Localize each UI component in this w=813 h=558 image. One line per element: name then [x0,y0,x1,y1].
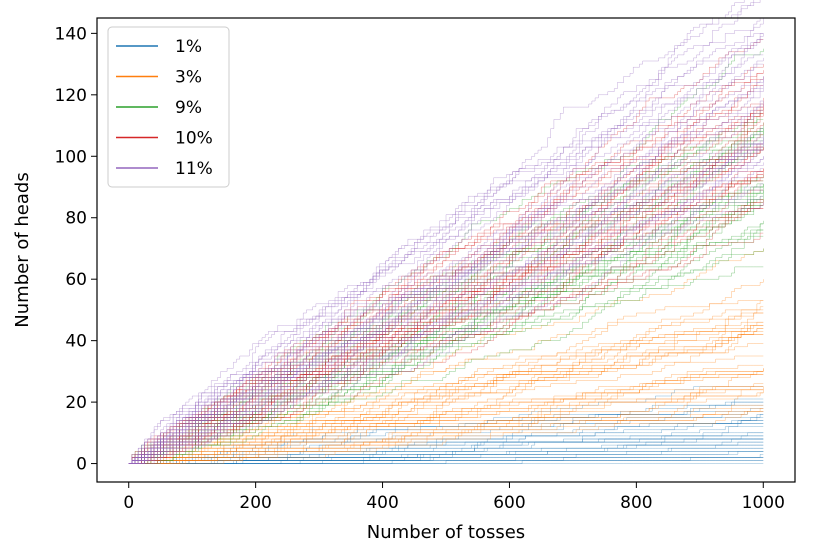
x-tick-label: 200 [239,493,271,513]
series-line [128,0,755,464]
legend-label: 1% [175,37,202,57]
legend-box [107,26,230,188]
x-tick-label: 0 [123,493,134,513]
series-line [128,438,764,464]
series-line [128,202,764,464]
y-tick-label: 40 [65,332,87,352]
legend-label: 9% [175,98,202,118]
series-line [128,100,764,464]
legend-label: 11% [175,159,213,179]
x-tick-label: 800 [620,493,652,513]
series-line [128,143,764,464]
series-line [128,195,764,464]
y-tick-label: 140 [55,24,87,44]
x-tick-label: 600 [493,493,525,513]
series-line [128,334,764,464]
series-line [128,325,764,464]
x-tick-label: 400 [366,493,398,513]
y-tick-label: 100 [55,147,87,167]
series-line [128,392,764,464]
legend-label: 3% [175,68,202,88]
y-tick-label: 80 [65,209,87,229]
series-line [128,128,764,464]
series-line [128,137,764,464]
y-tick-label: 60 [65,270,87,290]
series-4 [128,0,764,464]
y-tick-label: 120 [55,86,87,106]
legend-label: 10% [175,129,213,149]
y-axis-label: Number of heads [12,172,33,327]
legend: 1% 3% 9% 10% 11% [107,26,230,188]
y-tick-label: 20 [65,393,87,413]
plot-frame [96,17,796,483]
y-axis: 0 20 40 60 80 100 120 140 [55,24,97,475]
y-tick-label: 0 [76,455,87,475]
series-line [128,33,764,464]
plot-area [128,0,764,464]
x-axis-label: Number of tosses [367,522,525,543]
series-line [128,88,764,464]
x-tick-label: 1000 [742,493,785,513]
x-axis: 0 200 400 600 800 1000 [123,482,785,513]
